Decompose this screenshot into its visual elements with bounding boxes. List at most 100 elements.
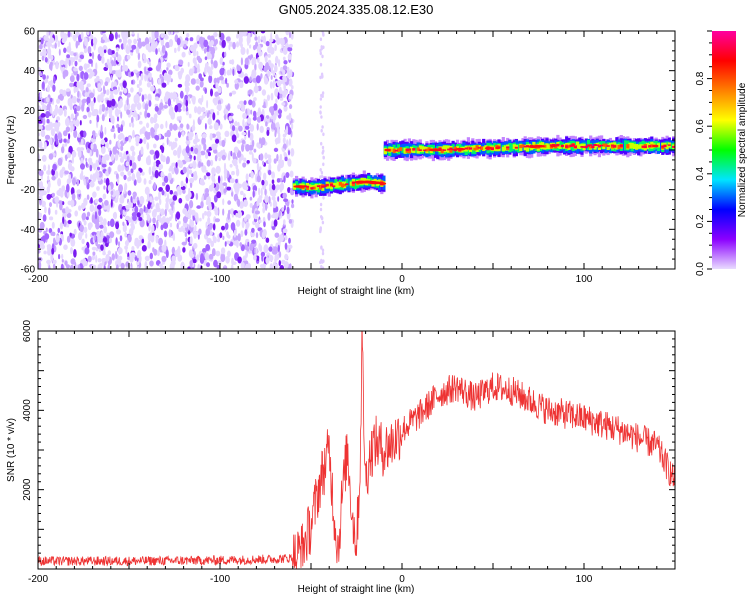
noise-blob: [222, 235, 225, 240]
noise-blob: [89, 52, 92, 57]
band-cell: [656, 143, 660, 148]
noise-blob: [215, 250, 221, 257]
noise-blob: [168, 69, 173, 76]
noise-blob: [210, 58, 214, 65]
noise-blob: [193, 155, 196, 161]
noise-blob: [50, 252, 54, 262]
noise-blob: [271, 183, 276, 191]
noise-blob: [218, 157, 221, 162]
noise-blob: [228, 115, 233, 122]
band-peak: [484, 146, 491, 150]
noise-blob: [92, 130, 96, 137]
noise-blob: [78, 232, 83, 241]
noise-blob: [92, 191, 97, 198]
noise-blob: [189, 131, 194, 138]
noise-blob: [268, 163, 272, 172]
noise-blob: [262, 201, 266, 208]
noise-blob: [183, 40, 189, 45]
noise-blob: [158, 47, 161, 53]
noise-blob: [204, 210, 207, 216]
noise-blob: [217, 86, 222, 94]
noise-blob: [205, 228, 211, 237]
noise-blob: [291, 203, 295, 209]
noise-blob: [265, 257, 270, 264]
tick-label: 20: [24, 106, 36, 117]
noise-blob: [258, 187, 261, 196]
noise-blob: [130, 168, 134, 174]
noise-blob: [278, 160, 284, 169]
noise-blob: [188, 187, 191, 195]
noise-blob: [65, 117, 70, 127]
noise-blob: [128, 40, 131, 49]
noise-blob: [73, 129, 78, 139]
noise-blob: [144, 261, 148, 269]
noise-blob: [73, 52, 77, 57]
noise-blob: [266, 129, 270, 136]
noise-blob: [189, 253, 195, 259]
noise-blob: [77, 264, 81, 269]
noise-blob: [228, 44, 231, 51]
noise-blob: [231, 257, 234, 266]
colorbar-tick-label: 0.0: [695, 262, 706, 276]
noise-blob: [262, 206, 266, 214]
noise-blob: [161, 216, 166, 224]
noise-blob: [130, 145, 135, 152]
noise-blob: [60, 263, 64, 269]
spectrogram-x-label: Height of straight line (km): [298, 286, 415, 297]
noise-blob: [203, 143, 207, 151]
noise-blob: [283, 175, 286, 183]
noise-blob: [259, 137, 262, 145]
noise-blob: [108, 107, 113, 115]
noise-blob: [288, 112, 292, 122]
noise-blob: [234, 79, 239, 84]
noise-blob: [235, 168, 240, 177]
noise-blob: [214, 208, 219, 216]
noise-blob: [44, 233, 50, 240]
noise-blob: [144, 37, 150, 46]
band-cell: [584, 141, 588, 151]
noise-blob: [38, 261, 42, 269]
noise-blob: [163, 104, 168, 109]
noise-blob: [185, 145, 190, 154]
noise-blob: [319, 105, 322, 109]
band-cell: [580, 143, 584, 148]
noise-blob: [177, 131, 182, 139]
noise-blob: [158, 237, 163, 246]
noise-blob: [196, 106, 202, 115]
noise-blob: [100, 221, 104, 226]
noise-blob: [131, 31, 135, 35]
noise-blob: [95, 133, 98, 138]
noise-blob: [174, 64, 179, 70]
noise-blob: [63, 47, 67, 54]
noise-blob: [112, 146, 117, 155]
noise-blob: [231, 170, 235, 176]
noise-blob: [321, 220, 325, 225]
noise-blob: [245, 173, 249, 181]
noise-blob: [172, 149, 178, 156]
noise-blob: [210, 240, 215, 247]
noise-blob: [223, 168, 228, 176]
band-cell: [584, 145, 588, 149]
noise-blob: [148, 61, 152, 67]
noise-blob: [70, 199, 75, 208]
noise-blob: [274, 44, 277, 52]
noise-blob: [275, 98, 278, 104]
noise-blob: [178, 197, 183, 204]
noise-blob: [263, 221, 266, 228]
tick-label: -60: [21, 265, 36, 276]
noise-blob: [89, 119, 92, 124]
noise-blob: [159, 263, 163, 268]
noise-blob: [57, 107, 64, 116]
noise-blob: [130, 196, 133, 203]
noise-blob: [90, 100, 95, 107]
noise-blob: [96, 166, 101, 171]
noise-blob: [269, 81, 273, 89]
noise-blob: [182, 166, 187, 174]
noise-blob: [115, 221, 120, 230]
noise-blob: [132, 215, 137, 221]
noise-blob: [282, 91, 287, 98]
snr-y-label: SNR (10 * v/v): [6, 418, 17, 482]
noise-blob: [258, 219, 262, 224]
noise-blob: [48, 228, 53, 234]
